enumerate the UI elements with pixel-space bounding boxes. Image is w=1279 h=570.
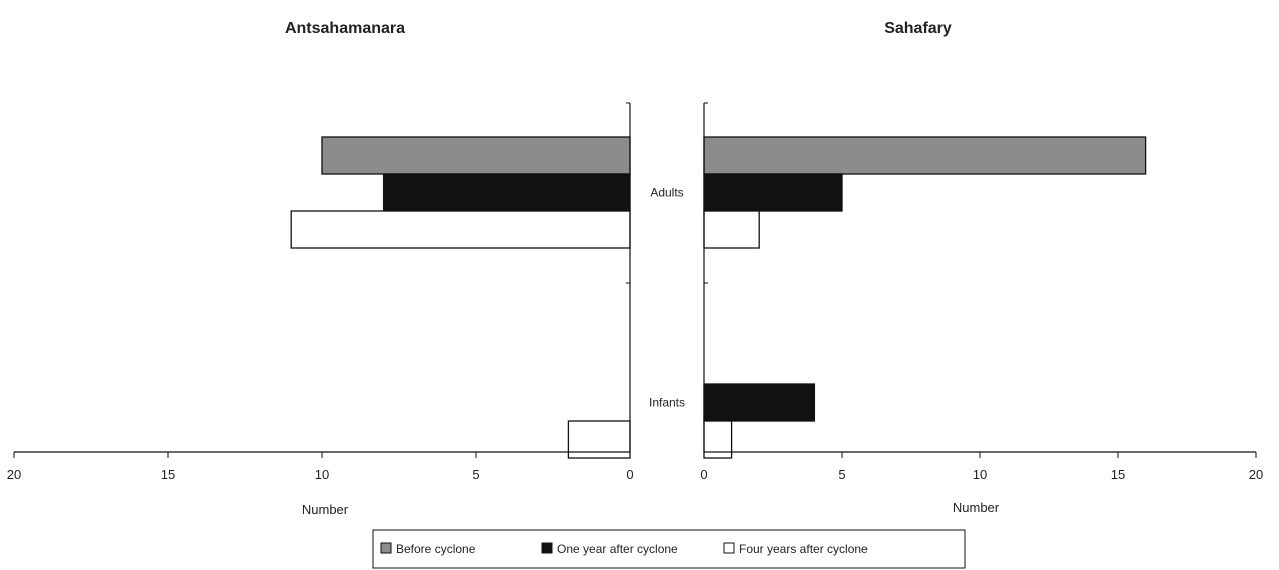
panel-title-sahafary: Sahafary bbox=[884, 20, 952, 37]
x-tick-label-left-0: 20 bbox=[7, 467, 21, 482]
right-x-axis-label: Number bbox=[953, 500, 1000, 515]
x-tick-label-left-2: 10 bbox=[315, 467, 329, 482]
x-tick-label-right-4: 20 bbox=[1249, 467, 1263, 482]
x-tick-label-right-3: 15 bbox=[1111, 467, 1125, 482]
right-bars bbox=[703, 136, 1147, 459]
x-tick-label-left-1: 15 bbox=[161, 467, 175, 482]
legend-items: Before cyclone One year after cyclone Four… bbox=[380, 542, 868, 556]
legend-swatch-before-cyclone bbox=[380, 542, 392, 554]
bar-right-adults-one-year-after-cyclone bbox=[703, 173, 843, 212]
bar-right-adults-four-years-after-cyclone bbox=[703, 210, 760, 249]
category-label-infants: Infants bbox=[649, 396, 685, 410]
legend-label-before-cyclone: Before cyclone bbox=[396, 542, 476, 556]
left-ticks: 20 15 10 5 0 bbox=[7, 102, 634, 482]
category-labels: Adults Infants bbox=[649, 186, 685, 410]
x-tick-label-right-1: 5 bbox=[838, 467, 845, 482]
legend-label-one-year-after-cyclone: One year after cyclone bbox=[557, 542, 678, 556]
x-tick-label-right-0: 0 bbox=[700, 467, 707, 482]
left-bars bbox=[290, 136, 631, 459]
left-x-axis-label: Number bbox=[302, 502, 349, 517]
legend-swatch-four-years-after-cyclone bbox=[723, 542, 735, 554]
panel-sahafary: Sahafary 0 5 10 15 20 Number bbox=[700, 20, 1263, 515]
category-label-adults: Adults bbox=[650, 186, 683, 200]
bar-left-adults-before-cyclone bbox=[321, 136, 631, 175]
bar-left-adults-four-years-after-cyclone bbox=[290, 210, 631, 249]
x-tick-label-left-3: 5 bbox=[472, 467, 479, 482]
bar-right-adults-before-cyclone bbox=[703, 136, 1147, 175]
x-tick-label-right-2: 10 bbox=[973, 467, 987, 482]
panel-antsahamanara: Antsahamanara 20 15 10 5 0 Number bbox=[7, 20, 634, 517]
legend-swatch-one-year-after-cyclone bbox=[541, 542, 553, 554]
legend-box bbox=[372, 529, 966, 569]
bar-left-adults-one-year-after-cyclone bbox=[382, 173, 631, 212]
x-tick-label-left-4: 0 bbox=[626, 467, 633, 482]
right-ticks: 0 5 10 15 20 bbox=[700, 102, 1263, 482]
bar-right-infants-one-year-after-cyclone bbox=[703, 383, 816, 422]
legend: Before cyclone One year after cyclone Four… bbox=[372, 529, 966, 569]
legend-label-four-years-after-cyclone: Four years after cyclone bbox=[739, 542, 868, 556]
panel-title-antsahamanara: Antsahamanara bbox=[285, 20, 405, 37]
